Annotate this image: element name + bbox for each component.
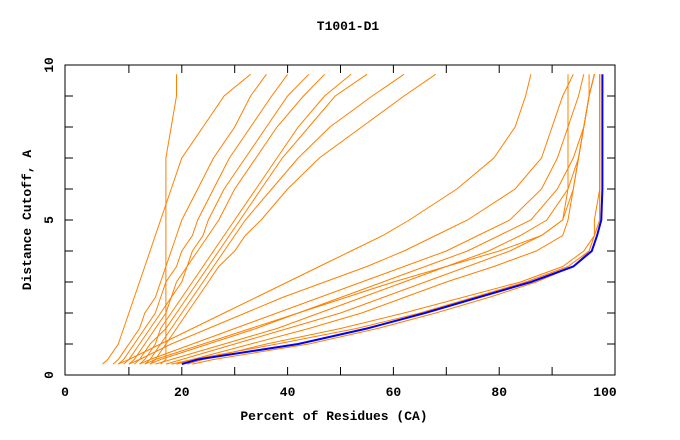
highlight-curve xyxy=(181,74,604,366)
model-curve-4 xyxy=(123,73,310,365)
model-curve-1 xyxy=(102,73,251,365)
x-tick-label: 80 xyxy=(491,385,507,400)
curves xyxy=(102,73,604,366)
y-tick-label: 5 xyxy=(42,216,57,224)
model-curve-13 xyxy=(139,74,585,365)
y-tick-label: 10 xyxy=(42,57,57,73)
model-curve-16 xyxy=(165,74,590,365)
model-curve-2 xyxy=(112,74,267,365)
model-curve-17 xyxy=(171,74,595,365)
chart-title: T1001-D1 xyxy=(317,19,380,34)
model-curve-11 xyxy=(118,74,532,365)
y-tick-label: 0 xyxy=(42,371,57,379)
model-curve-18 xyxy=(144,74,569,365)
model-curve-8 xyxy=(149,73,436,365)
model-curve-5 xyxy=(128,73,325,365)
model-curve-14 xyxy=(149,74,595,365)
x-tick-label: 60 xyxy=(386,385,402,400)
model-curve-3 xyxy=(117,74,289,365)
x-tick-label: 100 xyxy=(593,385,617,400)
x-tick-label: 20 xyxy=(174,385,190,400)
x-tick-label: 40 xyxy=(280,385,296,400)
x-axis-label: Percent of Residues (CA) xyxy=(240,409,427,424)
y-axis-label: Distance Cutoff, A xyxy=(20,150,35,291)
axis-ticks: 0 20 40 60 80 100 0 5 10 xyxy=(42,57,617,400)
model-curve-10 xyxy=(133,73,368,365)
model-curve-9 xyxy=(160,74,177,365)
x-tick-label: 0 xyxy=(61,385,69,400)
model-curve-12 xyxy=(128,74,574,365)
